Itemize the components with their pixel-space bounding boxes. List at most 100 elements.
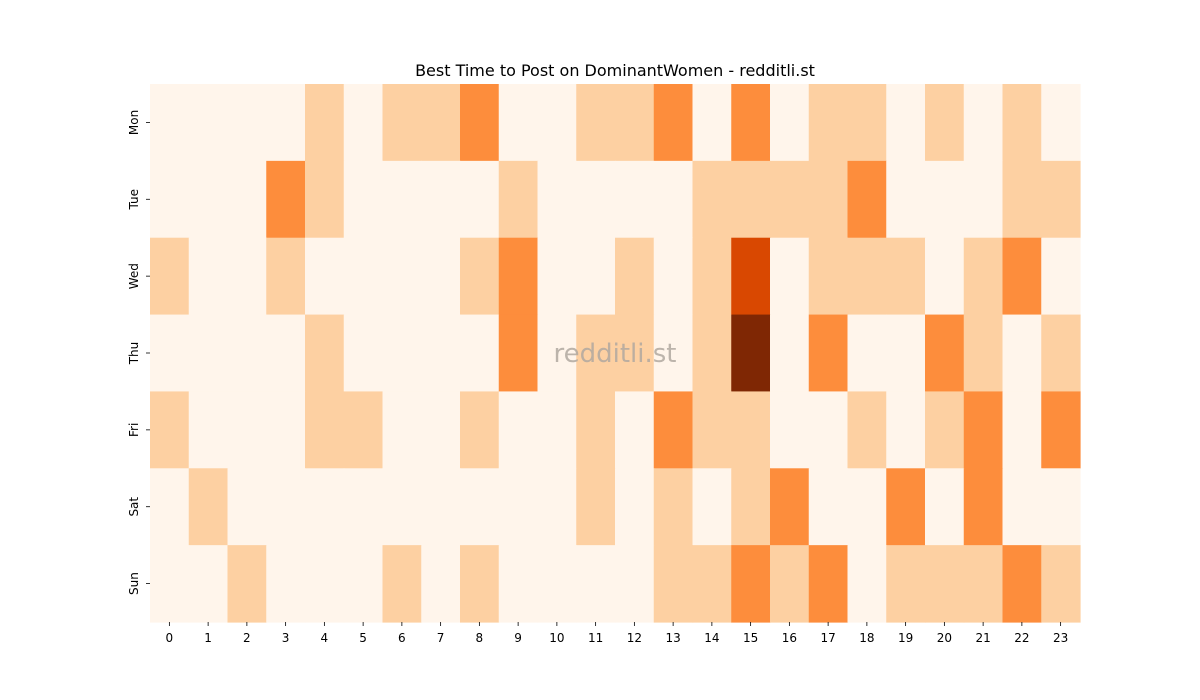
- x-tick-label: 13: [665, 631, 680, 645]
- heatmap-cell-Thu-16: [770, 314, 810, 393]
- heatmap-cell-Tue-1: [188, 160, 229, 239]
- heatmap-cell-Sun-2: [227, 545, 267, 623]
- heatmap-cell-Mon-18: [847, 84, 887, 162]
- chart-title: Best Time to Post on DominantWomen - red…: [415, 61, 815, 80]
- heatmap-cell-Wed-11: [576, 237, 616, 316]
- y-tick-label: Wed: [127, 263, 141, 289]
- heatmap-cell-Fri-8: [460, 391, 500, 469]
- x-tick-label: 19: [898, 631, 913, 645]
- heatmap-cell-Fri-19: [886, 391, 926, 469]
- heatmap-cell-Wed-21: [963, 237, 1004, 316]
- heatmap-cell-Mon-1: [188, 84, 229, 162]
- y-tick-label: Mon: [127, 110, 141, 135]
- heatmap-cell-Mon-4: [305, 84, 345, 162]
- heatmap-cell-Thu-19: [886, 314, 926, 393]
- heatmap-cell-Thu-4: [305, 314, 345, 393]
- heatmap-cell-Fri-5: [343, 391, 384, 469]
- heatmap-cell-Sat-23: [1041, 468, 1081, 546]
- heatmap-cell-Sat-15: [731, 468, 771, 546]
- x-tick-label: 1: [204, 631, 212, 645]
- heatmap-cell-Fri-4: [305, 391, 345, 469]
- heatmap-cell-Tue-19: [886, 160, 926, 239]
- heatmap-cell-Thu-0: [150, 314, 190, 393]
- heatmap-cell-Mon-0: [150, 84, 190, 162]
- heatmap-cell-Thu-14: [692, 314, 732, 393]
- heatmap-cell-Wed-4: [305, 237, 345, 316]
- heatmap-cell-Sat-22: [1002, 468, 1042, 546]
- heatmap-cell-Thu-21: [963, 314, 1004, 393]
- heatmap-cell-Sat-3: [266, 468, 306, 546]
- heatmap-cell-Mon-16: [770, 84, 810, 162]
- x-tick-label: 6: [398, 631, 406, 645]
- y-tick-label: Thu: [127, 342, 141, 366]
- heatmap-cell-Wed-0: [150, 237, 190, 316]
- x-tick-label: 3: [282, 631, 290, 645]
- heatmap-cell-Sat-16: [770, 468, 810, 546]
- x-tick-label: 16: [782, 631, 797, 645]
- heatmap-cell-Sat-6: [382, 468, 422, 546]
- heatmap-cell-Mon-9: [498, 84, 539, 162]
- heatmap-cell-Sun-19: [886, 545, 926, 623]
- heatmap-cell-Sun-7: [421, 545, 461, 623]
- heatmap-cell-Fri-15: [731, 391, 771, 469]
- heatmap-cell-Fri-14: [692, 391, 732, 469]
- heatmap-cell-Sat-17: [808, 468, 849, 546]
- heatmap-cell-Sun-18: [847, 545, 887, 623]
- heatmap-cell-Sat-9: [498, 468, 539, 546]
- heatmap-cell-Tue-7: [421, 160, 461, 239]
- heatmap-cell-Fri-9: [498, 391, 539, 469]
- heatmap-cell-Sat-8: [460, 468, 500, 546]
- heatmap-cells: [150, 84, 1081, 623]
- heatmap-cell-Sun-0: [150, 545, 190, 623]
- heatmap-cell-Sun-1: [188, 545, 229, 623]
- heatmap-cell-Mon-2: [227, 84, 267, 162]
- heatmap-cell-Tue-5: [343, 160, 384, 239]
- heatmap-cell-Thu-23: [1041, 314, 1081, 393]
- heatmap-cell-Thu-22: [1002, 314, 1042, 393]
- heatmap-cell-Fri-12: [615, 391, 655, 469]
- heatmap-cell-Fri-3: [266, 391, 306, 469]
- heatmap-cell-Fri-11: [576, 391, 616, 469]
- heatmap-cell-Mon-19: [886, 84, 926, 162]
- heatmap-cell-Wed-3: [266, 237, 306, 316]
- heatmap-cell-Mon-12: [615, 84, 655, 162]
- x-tick-label: 20: [937, 631, 952, 645]
- x-tick-label: 22: [1014, 631, 1029, 645]
- x-tick-label: 0: [166, 631, 174, 645]
- heatmap-cell-Fri-1: [188, 391, 229, 469]
- heatmap-cell-Wed-7: [421, 237, 461, 316]
- heatmap-cell-Thu-1: [188, 314, 229, 393]
- heatmap-cell-Fri-10: [537, 391, 577, 469]
- heatmap-cell-Fri-0: [150, 391, 190, 469]
- x-tick-label: 17: [820, 631, 835, 645]
- heatmap-cell-Tue-2: [227, 160, 267, 239]
- heatmap-cell-Fri-17: [808, 391, 849, 469]
- heatmap-cell-Fri-13: [653, 391, 694, 469]
- heatmap-cell-Thu-9: [498, 314, 539, 393]
- heatmap-cell-Wed-8: [460, 237, 500, 316]
- heatmap-cell-Sun-23: [1041, 545, 1081, 623]
- heatmap-cell-Sun-15: [731, 545, 771, 623]
- heatmap-cell-Thu-10: [537, 314, 577, 393]
- heatmap-cell-Wed-1: [188, 237, 229, 316]
- heatmap-cell-Fri-21: [963, 391, 1004, 469]
- heatmap-cell-Sun-22: [1002, 545, 1042, 623]
- heatmap-cell-Sun-4: [305, 545, 345, 623]
- heatmap-cell-Sun-20: [925, 545, 965, 623]
- x-tick-label: 2: [243, 631, 251, 645]
- heatmap-cell-Fri-23: [1041, 391, 1081, 469]
- x-tick-label: 4: [321, 631, 329, 645]
- heatmap-cell-Tue-11: [576, 160, 616, 239]
- heatmap-cell-Mon-17: [808, 84, 849, 162]
- y-tick-label: Sun: [127, 572, 141, 595]
- heatmap-cell-Sun-11: [576, 545, 616, 623]
- heatmap-cell-Sat-0: [150, 468, 190, 546]
- heatmap-cell-Tue-22: [1002, 160, 1042, 239]
- heatmap-cell-Wed-20: [925, 237, 965, 316]
- heatmap-cell-Sat-5: [343, 468, 384, 546]
- heatmap-cell-Fri-2: [227, 391, 267, 469]
- heatmap-cell-Fri-18: [847, 391, 887, 469]
- heatmap-cell-Mon-11: [576, 84, 616, 162]
- x-axis: 0 1 2 3 4 5 6 7 8 9 10 11 12 13 14 15 16 17 18 19 20 21 22 23: [166, 622, 1068, 645]
